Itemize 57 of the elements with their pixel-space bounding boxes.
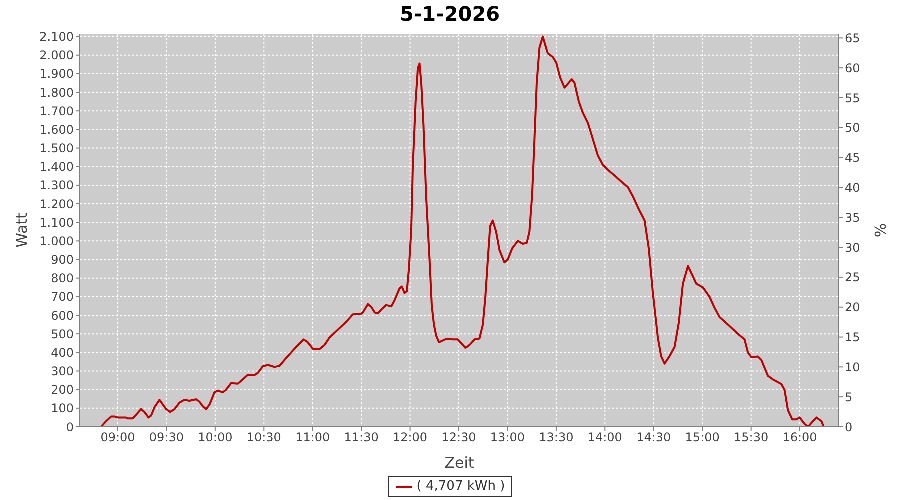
y-tick-label: 1.200 [40,197,74,212]
y-tick-label: 1.800 [40,86,74,100]
y2-tick-label: 30 [845,240,860,255]
x-axis-title: Zeit [444,454,474,472]
y-tick-label: 700 [51,290,74,304]
y-tick-label: 100 [51,402,74,416]
y2-tick-label: 65 [845,31,860,46]
x-tick-label: 13:00 [490,430,526,445]
x-tick-label: 15:00 [685,430,720,445]
y2-tick-label: 25 [845,270,860,285]
y2-tick-label: 20 [845,300,860,315]
y-tick-label: 1.500 [40,142,74,156]
y-tick-label: 1.000 [40,234,74,248]
x-tick-label: 10:30 [246,430,282,445]
y-tick-label: 1.100 [40,216,74,230]
y2-tick-label: 35 [845,210,860,225]
x-tick-label: 11:00 [296,430,330,445]
y-tick-label: 200 [51,383,74,398]
y-tick-label: 0 [66,420,74,434]
y2-tick-label: 0 [845,420,853,434]
y-tick-label: 800 [51,272,74,286]
y2-tick-label: 15 [845,330,860,345]
y-tick-label: 1.700 [40,104,74,118]
x-tick-label: 09:00 [100,430,136,445]
y-tick-label: 500 [51,327,74,342]
line-series [90,36,825,427]
y-tick-label: 600 [51,308,74,323]
y-tick-label: 1.300 [40,178,74,193]
x-tick-label: 13:30 [539,430,574,445]
x-tick-label: 11:30 [344,430,379,445]
y-tick-label: 300 [51,364,74,379]
x-tick-label: 16:00 [782,430,818,445]
y-tick-label: 1.600 [40,122,74,137]
y-tick-label: 400 [51,346,74,360]
x-tick-label: 12:00 [393,430,428,445]
x-tick-label: 10:00 [198,430,233,445]
y2-axis-title: % [871,223,889,238]
x-tick-label: 14:30 [636,430,672,445]
y2-tick-label: 50 [845,121,860,136]
y-axis-title: Watt [13,212,31,248]
x-tick-label: 15:30 [734,430,769,445]
y2-tick-label: 10 [845,360,860,374]
y-tick-label: 2.000 [40,48,74,63]
x-tick-label: 09:30 [149,430,184,445]
x-tick-label: 14:00 [588,430,622,445]
y2-tick-label: 55 [845,91,860,106]
y2-tick-label: 60 [845,61,860,76]
y2-tick-label: 5 [845,390,853,404]
chart-title: 5-1-2026 [398,2,502,26]
y-tick-label: 2.100 [40,30,74,44]
x-tick-label: 12:30 [442,430,476,445]
y-tick-label: 1.900 [40,67,74,82]
y-tick-label: 1.400 [40,160,74,174]
legend-label: ( 4,707 kWh ) [416,479,506,494]
y-tick-label: 900 [51,253,74,268]
y2-tick-label: 40 [845,180,860,195]
y2-tick-label: 45 [845,151,860,166]
